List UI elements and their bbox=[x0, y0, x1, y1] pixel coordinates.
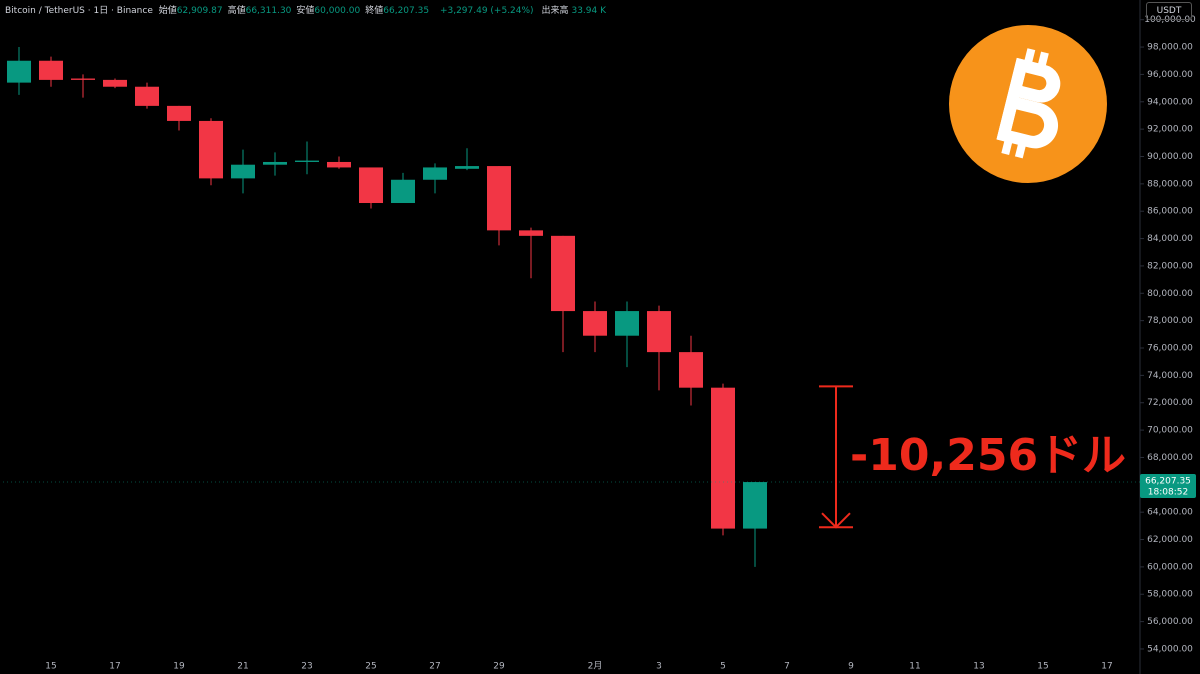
stat-value: 60,000.00 bbox=[314, 6, 361, 16]
stat-label: 高値 bbox=[227, 6, 246, 16]
y-tick-label: 70,000.00 bbox=[1147, 426, 1193, 436]
candle-body bbox=[135, 86, 159, 106]
y-tick-label: 62,000.00 bbox=[1147, 535, 1193, 545]
x-tick-label: 15 bbox=[1037, 662, 1048, 672]
logo-bottom bbox=[996, 94, 1059, 149]
stat-label: 安値 bbox=[296, 6, 315, 16]
x-tick-label: 7 bbox=[784, 662, 790, 672]
x-tick-label: 5 bbox=[720, 662, 726, 672]
candle-body bbox=[39, 60, 63, 80]
candle-body bbox=[327, 161, 351, 168]
candle-body bbox=[359, 167, 383, 204]
symbol: Bitcoin / TetherUS · 1日 · Binance bbox=[5, 6, 153, 16]
candle-body bbox=[423, 167, 447, 180]
volume-label: 出来高 bbox=[541, 6, 569, 16]
y-tick-label: 84,000.00 bbox=[1147, 234, 1193, 244]
legend-header: Bitcoin / TetherUS · 1日 · Binance 始値62,9… bbox=[5, 3, 611, 16]
candle-body bbox=[167, 105, 191, 121]
stat-value: 66,207.35 bbox=[383, 6, 430, 16]
candle-body bbox=[263, 161, 287, 165]
x-tick-label: 19 bbox=[173, 662, 185, 672]
y-tick-label: 58,000.00 bbox=[1147, 590, 1193, 600]
x-tick-label: 17 bbox=[109, 662, 120, 672]
candle-body bbox=[295, 160, 319, 162]
x-tick-label: 11 bbox=[909, 662, 920, 672]
y-tick-label: 82,000.00 bbox=[1147, 261, 1193, 271]
countdown: 18:08:52 bbox=[1148, 487, 1188, 497]
candle-body bbox=[615, 311, 639, 336]
y-tick-label: 86,000.00 bbox=[1147, 207, 1193, 217]
last-price-tag bbox=[1140, 473, 1196, 498]
volume: 33.94 K bbox=[571, 6, 606, 16]
y-tick-label: 78,000.00 bbox=[1147, 316, 1193, 326]
logo-tick bbox=[1014, 142, 1027, 159]
x-tick-label: 9 bbox=[848, 662, 854, 672]
candle-body bbox=[647, 311, 671, 353]
x-tick-label: 17 bbox=[1101, 662, 1112, 672]
candle-body bbox=[711, 387, 735, 529]
y-tick-label: 74,000.00 bbox=[1147, 371, 1193, 381]
annotation-text: -10,256ドル bbox=[850, 430, 1126, 481]
x-tick-label: 27 bbox=[429, 662, 440, 672]
y-tick-label: 92,000.00 bbox=[1147, 125, 1193, 135]
y-tick-label: 60,000.00 bbox=[1147, 562, 1193, 572]
y-tick-label: 100,000.00 bbox=[1144, 15, 1196, 25]
stat-value: 66,311.30 bbox=[245, 6, 292, 16]
y-tick-label: 56,000.00 bbox=[1147, 617, 1193, 627]
stat-label: 終値 bbox=[365, 6, 384, 16]
x-tick-label: 3 bbox=[656, 662, 662, 672]
logo-tick bbox=[1001, 139, 1013, 155]
y-tick-label: 94,000.00 bbox=[1147, 97, 1193, 107]
candle-body bbox=[231, 164, 255, 179]
x-tick-label: 23 bbox=[301, 662, 312, 672]
candle-body bbox=[519, 230, 543, 236]
logo-b bbox=[996, 48, 1061, 159]
x-tick-label: 29 bbox=[493, 662, 505, 672]
candle-body bbox=[7, 60, 31, 83]
stats: 始値62,909.87 高値66,311.30 安値60,000.00 終値66,20… bbox=[159, 6, 434, 16]
y-tick-label: 88,000.00 bbox=[1147, 179, 1193, 189]
candle-body bbox=[679, 352, 703, 388]
last-price-label: 66,207.35 bbox=[1145, 476, 1191, 486]
y-tick-label: 76,000.00 bbox=[1147, 344, 1193, 354]
stat-value: 62,909.87 bbox=[176, 6, 223, 16]
change: +3,297.49 (+5.24%) bbox=[439, 6, 534, 16]
y-tick-label: 68,000.00 bbox=[1147, 453, 1193, 463]
candle-body bbox=[391, 179, 415, 204]
candle-body bbox=[487, 166, 511, 231]
currency-button[interactable]: USDT bbox=[1146, 2, 1192, 20]
x-tick-label: 25 bbox=[365, 662, 376, 672]
x-tick-label: 13 bbox=[973, 662, 984, 672]
y-tick-label: 90,000.00 bbox=[1147, 152, 1193, 162]
y-tick-label: 64,000.00 bbox=[1147, 508, 1193, 518]
y-tick-label: 96,000.00 bbox=[1147, 70, 1193, 80]
annotation-arrowhead bbox=[821, 512, 851, 529]
logo-top bbox=[1007, 57, 1061, 103]
x-tick-label: 21 bbox=[237, 662, 248, 672]
y-tick-label: 98,000.00 bbox=[1147, 43, 1193, 53]
candle-body bbox=[743, 482, 767, 529]
x-tick-label: 2月 bbox=[588, 661, 603, 672]
logo-tick bbox=[1037, 51, 1049, 68]
y-tick-label: 72,000.00 bbox=[1147, 398, 1193, 408]
y-tick-label: 80,000.00 bbox=[1147, 289, 1193, 299]
candle-body bbox=[551, 235, 575, 312]
y-tick-label: 54,000.00 bbox=[1147, 644, 1193, 654]
x-tick-label: 15 bbox=[45, 662, 56, 672]
bitcoin-logo bbox=[949, 25, 1107, 183]
candle-body bbox=[455, 166, 479, 169]
candle-body bbox=[583, 311, 607, 336]
stat-label: 始値 bbox=[158, 6, 177, 16]
candle-body bbox=[71, 78, 95, 80]
candle-body bbox=[199, 120, 223, 179]
candle-body bbox=[103, 79, 127, 87]
logo-tick bbox=[1024, 48, 1036, 64]
